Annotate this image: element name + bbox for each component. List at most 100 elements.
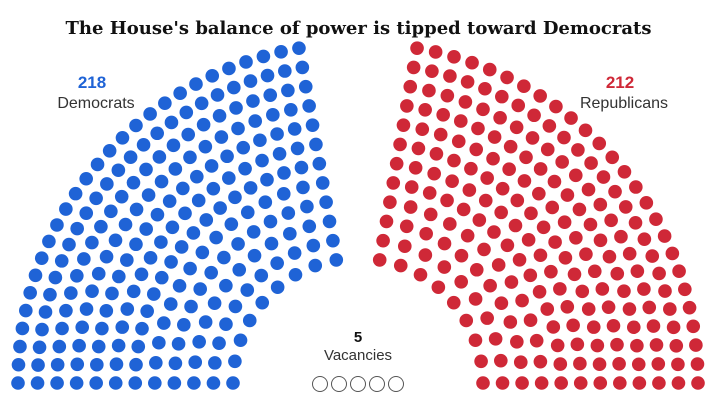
republican-seat [413, 267, 428, 282]
democrat-seat [298, 79, 313, 94]
republican-seat [560, 188, 575, 202]
republican-seat [581, 302, 596, 316]
democrat-seat [150, 207, 165, 222]
republican-seat [645, 249, 660, 263]
republican-seat [590, 338, 605, 353]
democrat-seat [126, 175, 141, 190]
republican-seat [500, 238, 515, 253]
democrat-seat [19, 303, 33, 318]
republican-seat [460, 75, 475, 89]
republican-seat [523, 313, 538, 327]
democrat-seat [186, 226, 201, 240]
democrat-seat [143, 251, 158, 265]
republican-seat [665, 246, 680, 261]
democrat-seat [42, 234, 56, 249]
republican-seat [500, 70, 514, 85]
republican-seat [534, 376, 549, 390]
democrat-seat [239, 55, 253, 69]
republican-seat [632, 376, 647, 390]
republican-seat [533, 162, 548, 176]
republican-seat [604, 213, 618, 228]
republican-seat [389, 156, 404, 171]
republican-seat [468, 333, 483, 348]
republican-seat [610, 266, 625, 281]
democrat-seat [89, 376, 103, 390]
republican-seat [529, 333, 544, 348]
democrat-seat [70, 269, 84, 283]
democrat-seat [315, 176, 330, 190]
democrat-seat [179, 105, 194, 120]
democrat-seat [134, 267, 149, 282]
democrat-seat [254, 268, 269, 283]
democrat-seat [28, 268, 43, 283]
republican-seat [575, 284, 590, 299]
republican-seat [593, 197, 608, 212]
republican-seat [573, 376, 588, 390]
republican-seat [586, 320, 601, 334]
republican-seat [465, 55, 479, 70]
democrat-seat [246, 225, 261, 239]
democrat-seat [13, 339, 27, 354]
democrat-seat [222, 61, 236, 76]
republican-seat [617, 165, 632, 179]
republican-seat [429, 146, 444, 161]
republican-seat [572, 202, 587, 217]
vacancy-seat [369, 376, 385, 392]
republican-seat [428, 45, 443, 59]
republican-seat [560, 300, 575, 314]
republican-seat [550, 338, 565, 353]
republican-seat [494, 205, 508, 220]
democrat-seat [154, 235, 168, 249]
democrat-seat [90, 157, 105, 172]
republican-seat [440, 88, 455, 103]
republican-seat [469, 142, 484, 157]
democrat-seat [229, 101, 243, 115]
democrat-seat [135, 321, 149, 336]
republican-seat [419, 226, 433, 241]
democrat-seat [253, 133, 267, 148]
democrat-seat [85, 235, 99, 250]
democrat-seat [162, 194, 177, 208]
republican-seat [476, 376, 490, 390]
republican-seat [525, 131, 540, 145]
democrat-seat [288, 267, 303, 282]
republican-seat [593, 233, 608, 248]
democrat-seat [204, 265, 218, 280]
republican-seat [503, 315, 518, 329]
republicans-name-label: Republicans [580, 95, 668, 112]
republicans-count-label: 212 [606, 73, 634, 92]
republican-seat [646, 319, 661, 333]
democrat-seat [152, 150, 167, 164]
democrat-seat [181, 127, 196, 142]
republican-seat [422, 186, 437, 200]
democrat-seat [167, 376, 182, 390]
democrat-seat [248, 114, 263, 128]
democrat-seat [35, 322, 49, 337]
republican-seat [521, 233, 536, 247]
republican-seat [515, 376, 529, 390]
republican-seat [469, 262, 484, 277]
democrat-seat [11, 376, 25, 390]
democrat-seat [105, 286, 119, 301]
democrat-seat [120, 253, 134, 267]
republican-seat [478, 193, 493, 208]
vacancy-seat [350, 376, 366, 392]
republican-seat [592, 357, 607, 372]
democrat-seat [150, 126, 164, 141]
republican-seat [453, 114, 468, 128]
democrat-seat [131, 339, 146, 354]
republican-seat [652, 376, 666, 390]
democrats-count-label: 218 [78, 73, 106, 92]
republican-seat [671, 357, 685, 372]
democrat-seat [256, 49, 271, 64]
republican-seat [595, 282, 610, 296]
democrat-seat [90, 357, 104, 372]
democrat-seat [192, 334, 206, 349]
republican-seat [418, 102, 432, 117]
democrat-seat [209, 230, 223, 245]
democrat-seat [213, 201, 227, 215]
democrat-seat [52, 339, 67, 354]
republican-seat [437, 236, 452, 251]
democrat-seat [15, 321, 30, 336]
democrat-seat [190, 169, 204, 184]
